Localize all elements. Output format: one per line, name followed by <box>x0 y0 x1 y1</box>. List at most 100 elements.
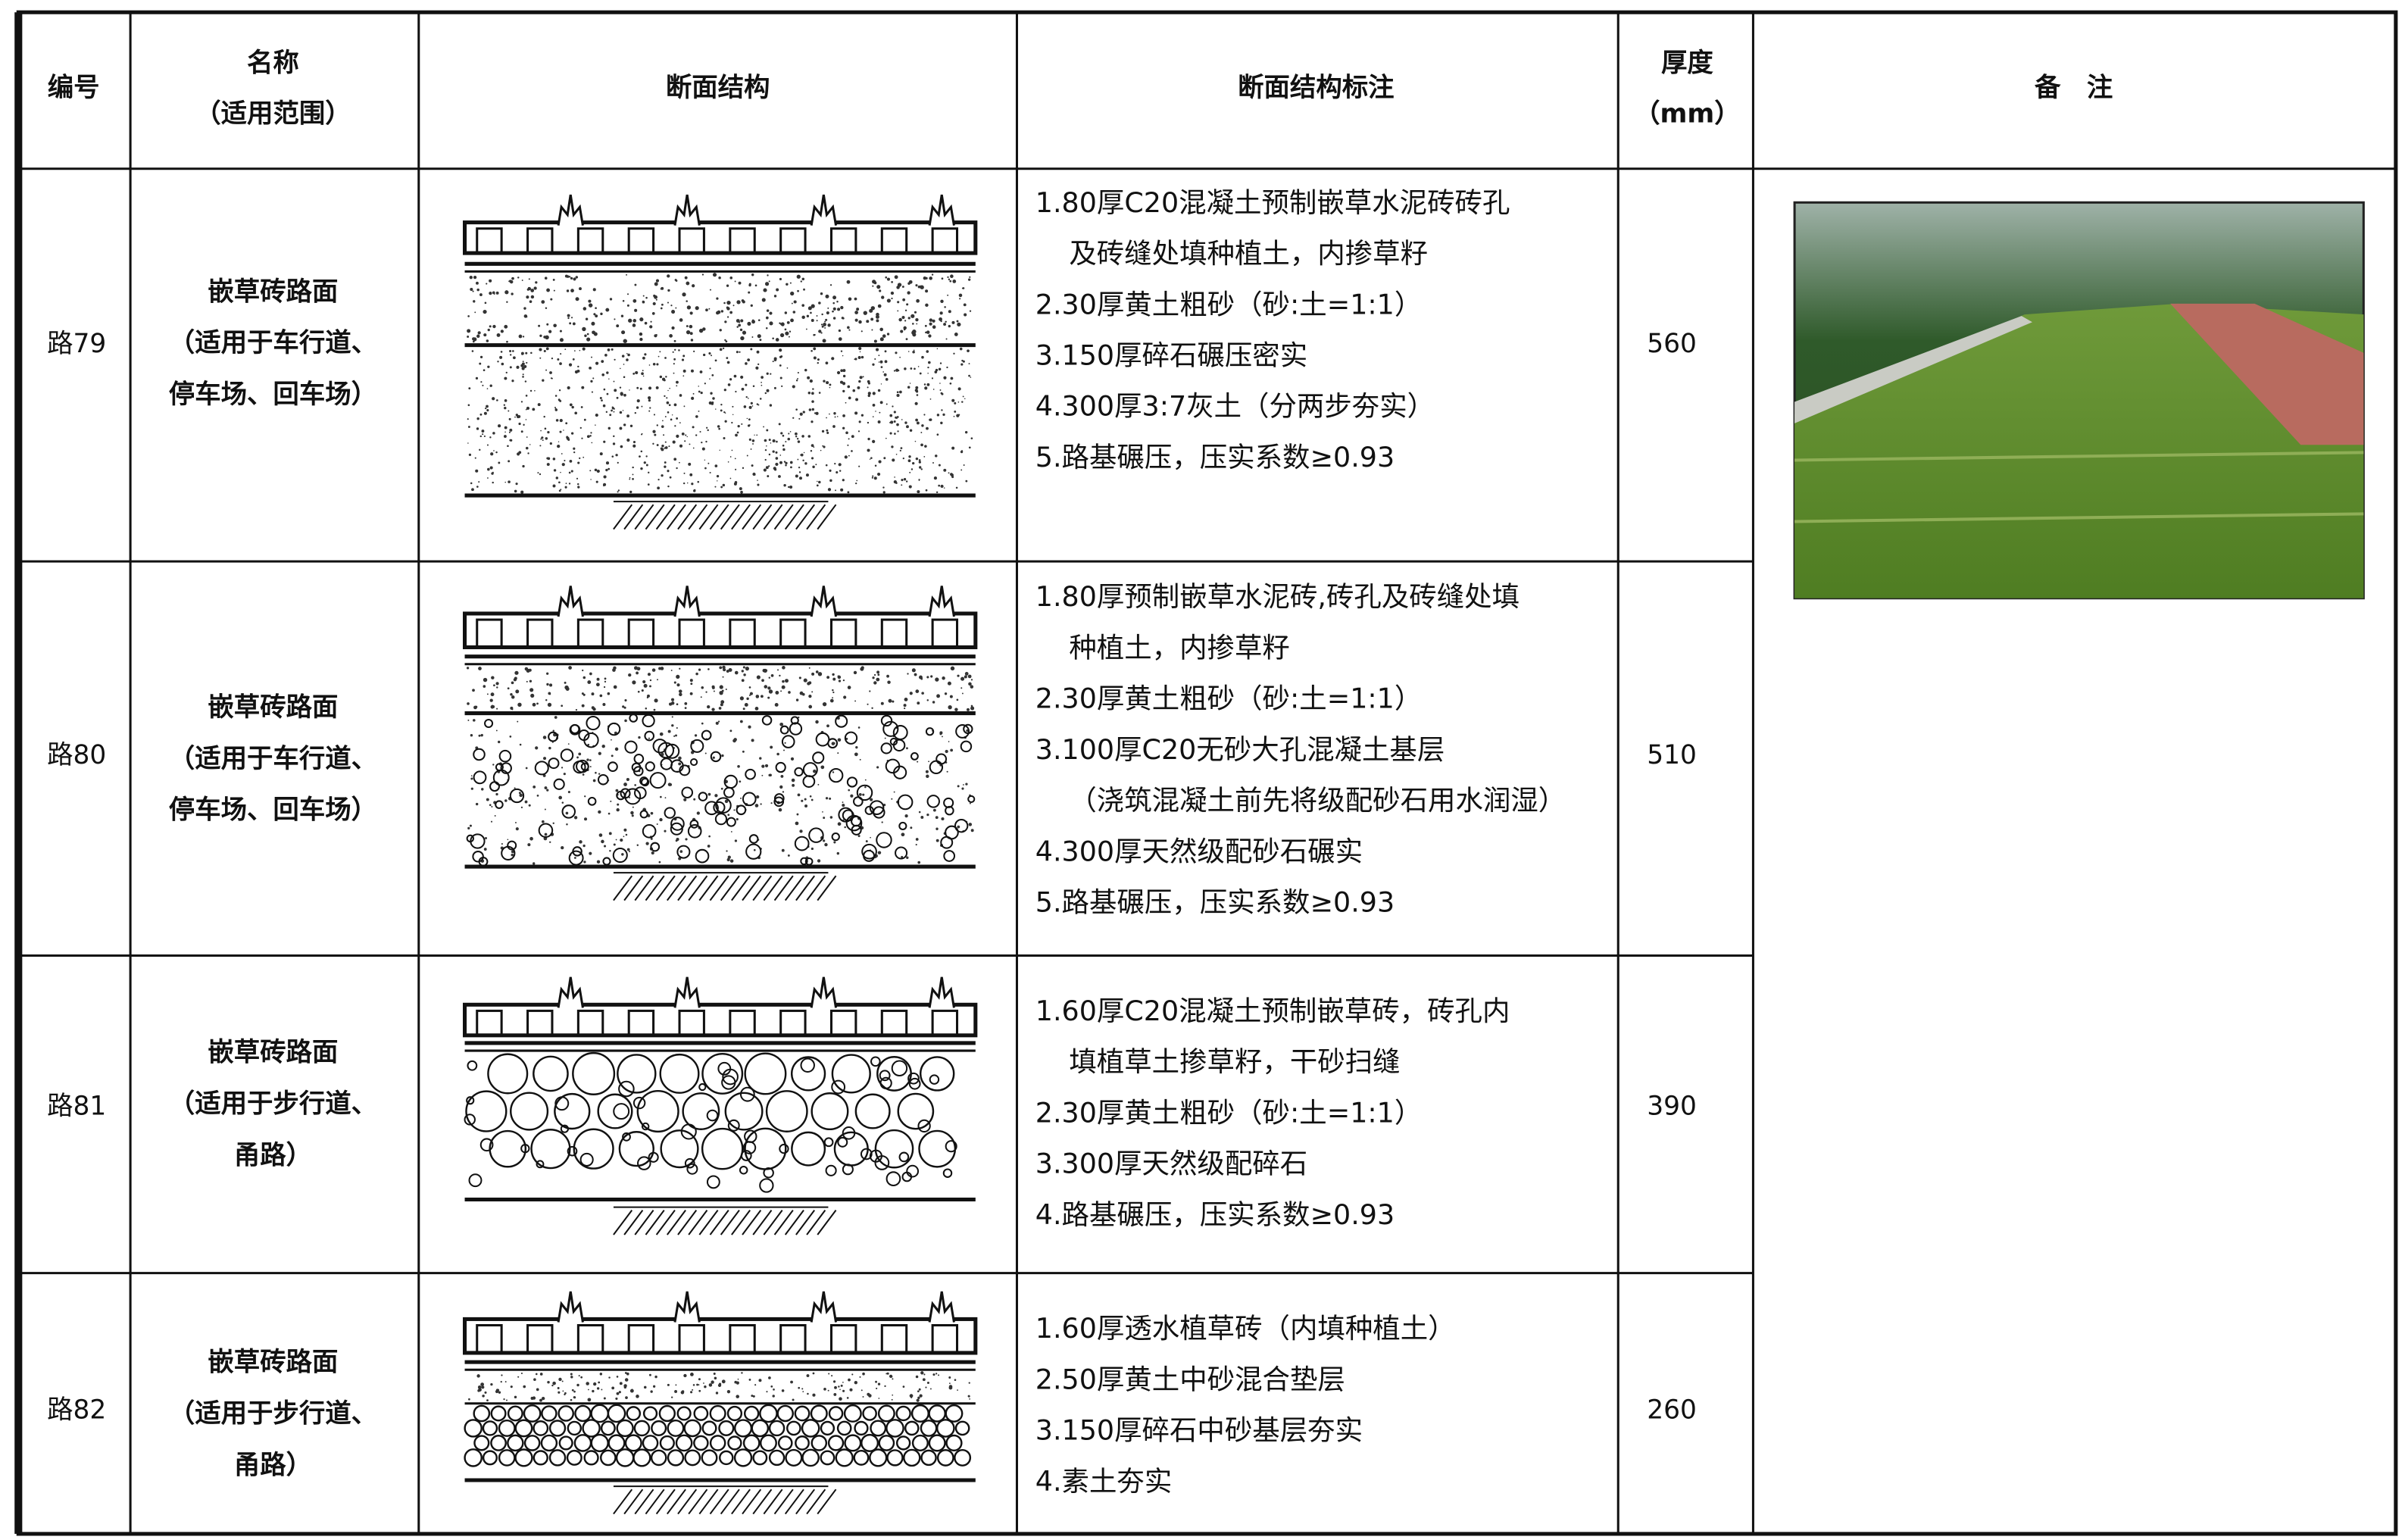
aggregate-dot <box>626 358 629 361</box>
aggregate-dot <box>903 478 907 481</box>
aggregate-dot <box>470 777 473 780</box>
gravel-stone <box>464 1448 483 1467</box>
aggregate-dot <box>665 376 667 378</box>
aggregate-dot <box>856 308 860 311</box>
aggregate-dot <box>957 401 960 403</box>
aggregate-dot <box>654 282 658 286</box>
aggregate-dot <box>540 430 542 432</box>
aggregate-dot <box>737 425 740 428</box>
aggregate-dot <box>517 1376 520 1378</box>
aggregate-dot <box>504 481 506 483</box>
aggregate-ring <box>929 1074 940 1085</box>
aggregate-dot <box>962 360 965 363</box>
aggregate-dot <box>842 803 845 807</box>
aggregate-dot <box>813 356 817 360</box>
aggregate-dot <box>842 801 844 803</box>
aggregate-dot <box>526 668 530 673</box>
aggregate-dot <box>667 289 670 292</box>
aggregate-dot <box>722 665 726 670</box>
aggregate-dot <box>519 743 522 746</box>
aggregate-dot <box>671 414 673 416</box>
aggregate-dot <box>549 683 553 687</box>
aggregate-dot <box>690 1373 694 1376</box>
aggregate-dot <box>750 401 753 405</box>
subgrade-hatch <box>677 504 698 530</box>
aggregate-ring <box>622 1132 631 1142</box>
paver-hole <box>678 1009 705 1037</box>
aggregate-dot <box>797 458 799 461</box>
aggregate-dot <box>522 336 525 338</box>
aggregate-dot <box>644 321 648 325</box>
aggregate-dot <box>647 694 650 698</box>
row-name: （适用于步行道、 <box>169 1398 377 1429</box>
aggregate-dot <box>917 1390 920 1393</box>
aggregate-dot <box>679 318 683 322</box>
aggregate-dot <box>848 297 852 301</box>
gravel-stone <box>615 1448 635 1467</box>
aggregate-dot <box>768 465 770 467</box>
aggregate-dot <box>539 445 542 447</box>
aggregate-dot <box>533 1378 536 1382</box>
aggregate-ring <box>637 1156 651 1170</box>
aggregate-dot <box>642 375 645 377</box>
gravel-stone <box>636 1089 679 1133</box>
aggregate-dot <box>686 325 689 327</box>
aggregate-dot <box>617 461 619 464</box>
aggregate-dot <box>914 401 918 405</box>
aggregate-dot <box>818 480 821 484</box>
aggregate-ring <box>815 732 830 747</box>
aggregate-dot <box>895 351 898 355</box>
aggregate-dot <box>745 395 748 398</box>
aggregate-dot <box>660 667 664 670</box>
aggregate-dot <box>505 371 508 374</box>
aggregate-dot <box>692 284 695 288</box>
photo-joint <box>1794 451 2364 462</box>
aggregate-dot <box>829 386 831 389</box>
aggregate-dot <box>724 420 727 423</box>
aggregate-dot <box>670 305 673 307</box>
aggregate-dot <box>948 324 951 328</box>
aggregate-dot <box>829 816 833 819</box>
aggregate-dot <box>796 274 801 279</box>
gravel-stone <box>626 1406 642 1421</box>
aggregate-dot <box>939 311 943 315</box>
aggregate-dot <box>773 467 776 470</box>
aggregate-dot <box>778 807 782 812</box>
aggregate-dot <box>648 396 651 400</box>
aggregate-dot <box>854 297 857 301</box>
row-name: 嵌草砖路面 <box>208 692 338 723</box>
aggregate-dot <box>784 328 787 331</box>
aggregate-dot <box>740 375 744 380</box>
aggregate-dot <box>791 778 795 782</box>
aggregate-dot <box>770 373 772 375</box>
aggregate-dot <box>851 1373 854 1376</box>
aggregate-dot <box>513 678 517 682</box>
gravel-stone <box>498 1449 516 1467</box>
aggregate-dot <box>689 679 693 683</box>
aggregate-dot <box>664 461 667 464</box>
aggregate-ring <box>649 772 667 789</box>
aggregate-dot <box>833 841 836 844</box>
aggregate-dot <box>855 746 858 749</box>
aggregate-dot <box>804 462 807 465</box>
aggregate-dot <box>470 287 473 292</box>
aggregate-dot <box>468 453 472 456</box>
aggregate-dot <box>803 678 807 683</box>
aggregate-dot <box>854 700 857 702</box>
aggregate-dot <box>754 284 757 287</box>
aggregate-dot <box>783 461 786 463</box>
aggregate-dot <box>840 305 844 310</box>
aggregate-dot <box>569 459 573 463</box>
aggregate-dot <box>790 466 792 469</box>
aggregate-dot <box>716 474 720 478</box>
aggregate-dot <box>652 362 656 366</box>
aggregate-ring <box>500 762 512 774</box>
aggregate-dot <box>752 443 754 445</box>
aggregate-dot <box>532 702 536 707</box>
aggregate-dot <box>920 432 923 433</box>
aggregate-dot <box>848 1378 851 1382</box>
aggregate-dot <box>739 351 741 353</box>
aggregate-dot <box>798 467 801 469</box>
aggregate-dot <box>661 425 664 428</box>
gravel-stone <box>733 1419 753 1438</box>
